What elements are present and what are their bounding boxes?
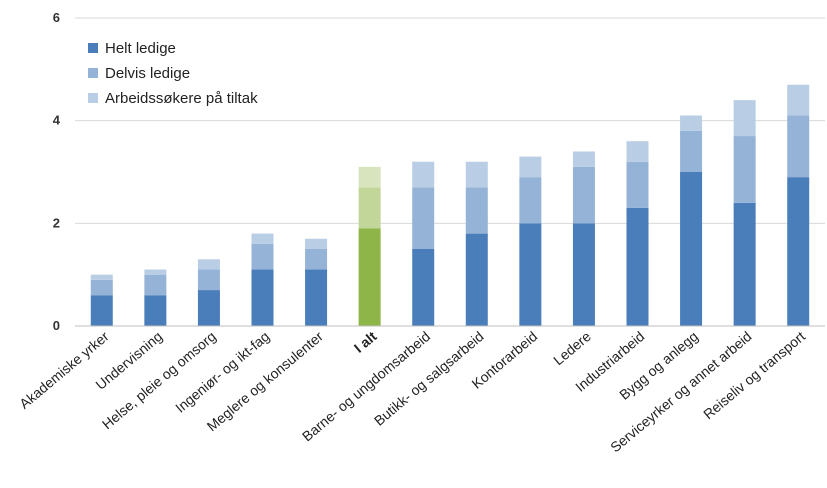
bar-akademiske-yrker-delvis-ledige	[90, 279, 113, 296]
bar-meglere-og-konsulenter-helt-ledige	[305, 269, 328, 326]
bar-ingenior-og-ikt-fag-arbeidssokere-pa-tiltak	[251, 233, 274, 244]
bar-helse-pleie-og-omsorg-helt-ledige	[197, 290, 220, 326]
bars	[90, 84, 810, 326]
bar-serviceyrker-og-annet-arbeid-arbeidssokere-pa-tiltak	[733, 100, 756, 137]
bar-kontorarbeid-arbeidssokere-pa-tiltak	[519, 156, 542, 178]
x-tick-label-reiseliv-og-transport: Reiseliv og transport	[700, 328, 808, 422]
bar-barne-og-ungdomsarbeid-delvis-ledige	[412, 187, 435, 249]
bar-ingenior-og-ikt-fag-helt-ledige	[251, 269, 274, 326]
legend-swatch-helt-ledige	[88, 43, 98, 53]
x-tick-label-i-alt: I alt	[351, 328, 380, 356]
bar-akademiske-yrker-arbeidssokere-pa-tiltak	[90, 274, 113, 280]
bar-butikk-og-salgsarbeid-delvis-ledige	[465, 187, 488, 234]
y-tick-label-4: 4	[53, 113, 61, 128]
legend-label-helt-ledige: Helt ledige	[105, 40, 176, 57]
bar-kontorarbeid-delvis-ledige	[519, 177, 542, 224]
bar-bygg-og-anlegg-arbeidssokere-pa-tiltak	[680, 115, 703, 131]
bar-akademiske-yrker-helt-ledige	[90, 295, 113, 326]
x-tick-label-ingenior-og-ikt-fag: Ingeniør- og ikt-fag	[172, 328, 272, 416]
bar-barne-og-ungdomsarbeid-arbeidssokere-pa-tiltak	[412, 161, 435, 188]
bar-industriarbeid-delvis-ledige	[626, 161, 649, 208]
bar-bygg-og-anlegg-helt-ledige	[680, 172, 703, 326]
bar-serviceyrker-og-annet-arbeid-delvis-ledige	[733, 136, 756, 203]
bar-kontorarbeid-helt-ledige	[519, 223, 542, 326]
bar-barne-og-ungdomsarbeid-helt-ledige	[412, 249, 435, 326]
bar-butikk-og-salgsarbeid-arbeidssokere-pa-tiltak	[465, 161, 488, 188]
bar-undervisning-delvis-ledige	[144, 274, 167, 296]
bar-bygg-og-anlegg-delvis-ledige	[680, 130, 703, 172]
y-tick-label-0: 0	[53, 318, 60, 333]
bar-reiseliv-og-transport-helt-ledige	[787, 177, 810, 326]
bar-industriarbeid-arbeidssokere-pa-tiltak	[626, 141, 649, 162]
bar-helse-pleie-og-omsorg-arbeidssokere-pa-tiltak	[197, 259, 220, 270]
x-tick-label-akademiske-yrker: Akademiske yrker	[16, 328, 112, 412]
bar-industriarbeid-helt-ledige	[626, 207, 649, 326]
bar-i-alt-delvis-ledige	[358, 187, 381, 229]
bar-butikk-og-salgsarbeid-helt-ledige	[465, 233, 488, 326]
bar-ledere-helt-ledige	[572, 223, 595, 326]
legend-label-delvis-ledige: Delvis ledige	[105, 65, 190, 82]
bar-i-alt-arbeidssokere-pa-tiltak	[358, 166, 381, 188]
bar-reiseliv-og-transport-arbeidssokere-pa-tiltak	[787, 84, 810, 116]
y-tick-label-6: 6	[53, 10, 60, 25]
bar-serviceyrker-og-annet-arbeid-helt-ledige	[733, 202, 756, 326]
bar-helse-pleie-og-omsorg-delvis-ledige	[197, 269, 220, 291]
bar-undervisning-helt-ledige	[144, 295, 167, 326]
y-tick-label-2: 2	[53, 215, 60, 230]
bar-undervisning-arbeidssokere-pa-tiltak	[144, 269, 167, 275]
legend-label-arbeidssokere-pa-tiltak: Arbeidssøkere på tiltak	[105, 90, 258, 107]
bar-meglere-og-konsulenter-delvis-ledige	[305, 249, 328, 270]
bar-i-alt-helt-ledige	[358, 228, 381, 326]
bar-reiseliv-og-transport-delvis-ledige	[787, 115, 810, 178]
legend-swatch-arbeidssokere-pa-tiltak	[88, 93, 98, 103]
x-tick-label-ledere: Ledere	[550, 328, 594, 368]
legend: Helt ledige Delvis ledige Arbeidssøkere på…	[88, 40, 258, 107]
grid-lines	[75, 17, 825, 224]
bar-meglere-og-konsulenter-arbeidssokere-pa-tiltak	[305, 238, 328, 249]
legend-swatch-delvis-ledige	[88, 68, 98, 78]
bar-ingenior-og-ikt-fag-delvis-ledige	[251, 243, 274, 270]
bar-ledere-arbeidssokere-pa-tiltak	[572, 151, 595, 167]
bar-ledere-delvis-ledige	[572, 166, 595, 224]
